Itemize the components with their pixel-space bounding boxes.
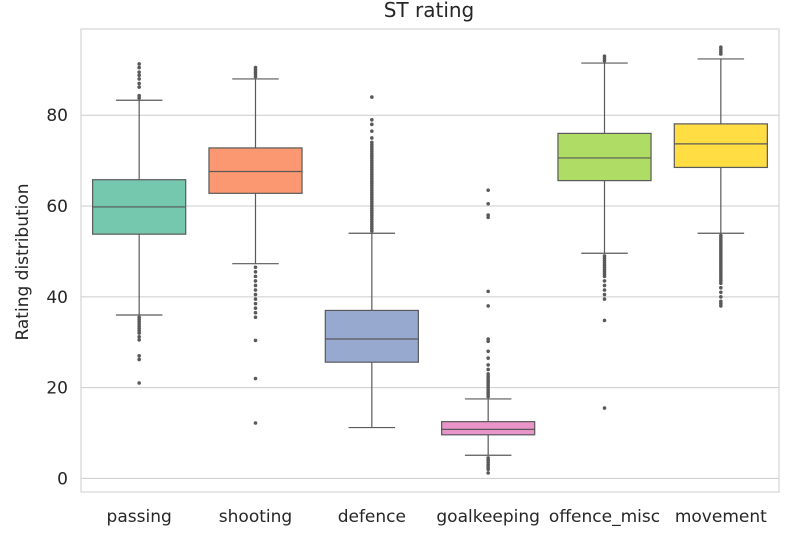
outlier-point (486, 471, 490, 475)
outlier-point (370, 122, 374, 127)
outlier-point (137, 73, 141, 78)
outlier-point (253, 338, 258, 343)
outlier-point (253, 274, 258, 279)
outlier-point (137, 334, 141, 339)
outlier-point (486, 456, 490, 460)
outlier-point (602, 54, 607, 59)
outlier-point (486, 188, 490, 192)
outlier-point (370, 129, 374, 133)
outlier-point (486, 367, 490, 372)
x-tick-label: offence_misc (549, 507, 660, 527)
outlier-point (137, 338, 141, 342)
x-tick-label: shooting (219, 507, 292, 527)
outlier-point (370, 140, 374, 145)
outlier-point (137, 77, 141, 81)
x-tick-label: passing (107, 507, 172, 527)
outlier-point (602, 318, 607, 323)
y-tick-label: 80 (46, 106, 68, 126)
outlier-point (253, 279, 258, 283)
outlier-point (486, 304, 490, 308)
outlier-point (370, 136, 374, 140)
box-offence_misc (557, 132, 652, 182)
outlier-point (253, 421, 258, 425)
outlier-point (486, 213, 490, 217)
outlier-point (253, 288, 258, 292)
outlier-point (602, 288, 607, 292)
outlier-point (137, 315, 141, 320)
outlier-point (253, 270, 258, 274)
outlier-point (137, 81, 141, 86)
y-axis-label: Rating distribution (13, 183, 33, 340)
outlier-point (137, 85, 141, 89)
plot-frame (80, 28, 780, 493)
x-tick-label: defence (338, 507, 406, 527)
outlier-point (253, 297, 258, 301)
y-tick-label: 60 (46, 197, 68, 217)
outlier-point (253, 292, 258, 297)
outlier-point (370, 95, 374, 99)
outlier-point (486, 201, 490, 206)
box-defence (324, 309, 419, 363)
outlier-point (253, 265, 258, 270)
outlier-point (137, 354, 141, 358)
outlier-point (137, 93, 141, 98)
y-tick-label: 0 (57, 469, 68, 489)
outlier-point (486, 356, 490, 360)
outlier-point (719, 45, 723, 49)
outlier-point (602, 254, 607, 258)
x-tick-label: goalkeeping (436, 507, 540, 527)
outlier-point (253, 306, 258, 310)
outlier-point (486, 289, 490, 294)
outlier-point (719, 233, 723, 238)
plot-area: 0 20 40 60 80 passing shooting defence goalkeepi… (46, 28, 780, 527)
outlier-point (253, 310, 258, 315)
outlier-point (719, 290, 723, 295)
outlier-point (253, 376, 258, 381)
outlier-point (719, 299, 723, 304)
outlier-point (253, 283, 258, 288)
outlier-point (602, 283, 607, 288)
outlier-point (486, 372, 490, 376)
y-tick-label: 20 (46, 379, 68, 399)
y-tick-label: 40 (46, 288, 68, 308)
outlier-point (602, 297, 607, 301)
outlier-point (137, 62, 141, 66)
outlier-point (602, 279, 607, 283)
box-movement (673, 123, 768, 169)
outlier-point (137, 357, 141, 362)
outlier-point (253, 301, 258, 306)
outlier-point (370, 117, 374, 122)
outlier-point (602, 406, 607, 410)
outlier-point (253, 65, 258, 70)
chart-title: ST rating (384, 0, 475, 22)
box-shooting (208, 147, 303, 194)
outlier-point (486, 337, 490, 341)
outlier-point (137, 70, 141, 74)
outlier-point (719, 285, 723, 290)
outlier-point (719, 295, 723, 299)
outlier-point (486, 349, 490, 354)
box-goalkeeping (441, 421, 536, 436)
x-tick-label: movement (675, 507, 767, 527)
outlier-point (137, 381, 141, 385)
outlier-point (253, 315, 258, 320)
outlier-point (602, 292, 607, 297)
outlier-point (137, 65, 141, 70)
outlier-point (486, 363, 490, 367)
